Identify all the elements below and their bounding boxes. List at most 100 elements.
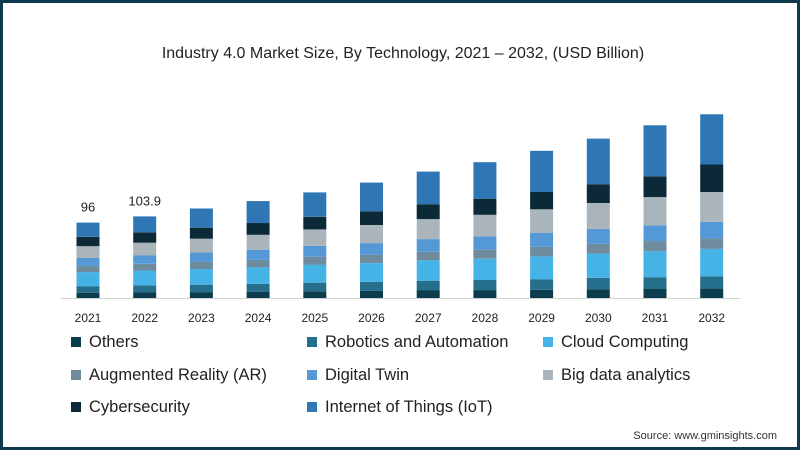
bar-segment-2025-0	[303, 291, 327, 298]
bar-segment-2027-7	[416, 171, 440, 205]
bar-segment-2024-0	[246, 291, 270, 298]
bar-segment-2022-4	[133, 255, 157, 264]
bar-segment-2027-2	[416, 260, 440, 281]
bar-segment-2026-4	[360, 243, 383, 255]
bar-segment-2021-7	[76, 222, 100, 237]
bar-segment-2028-1	[473, 279, 497, 291]
bar-segment-2029-1	[530, 279, 554, 290]
chart-plot: 2021 2022 2023 2024 2025 2026 2027 2028 2029 2030…	[61, 114, 740, 325]
bar-segment-2032-6	[700, 164, 724, 192]
bar-segment-2025-2	[303, 264, 327, 283]
bar-segment-2023-7	[189, 208, 213, 228]
bar-segment-2030-7	[586, 138, 610, 185]
chart-title: Industry 4.0 Market Size, By Technology,…	[161, 45, 645, 62]
bar-segment-2031-6	[643, 176, 667, 198]
bar-segment-2027-4	[416, 239, 440, 252]
x-tick-label-2028: 2028	[472, 311, 499, 325]
bar-segment-2028-6	[473, 198, 497, 215]
bar-segment-2023-1	[189, 284, 213, 293]
bar-segment-2031-7	[643, 125, 667, 177]
bar-segment-2030-5	[586, 203, 610, 229]
bar-segment-2026-2	[360, 263, 383, 282]
bar-segment-2032-2	[700, 248, 724, 277]
bar-segment-2023-5	[189, 238, 213, 253]
bar-segment-2021-0	[76, 292, 100, 298]
x-tick-label-2030: 2030	[585, 311, 612, 325]
bar-segment-2022-6	[133, 232, 157, 243]
bar-segment-2025-4	[303, 245, 327, 257]
bar-segment-2031-1	[643, 277, 667, 289]
bar-segment-2024-2	[246, 267, 270, 284]
bar-segment-2021-2	[76, 272, 100, 287]
bar-segment-2030-4	[586, 228, 610, 244]
x-tick-label-2032: 2032	[698, 311, 725, 325]
bar-segment-2032-4	[700, 221, 724, 239]
bar-segment-2028-3	[473, 249, 497, 259]
bar-segment-2021-6	[76, 236, 100, 247]
bar-segment-2029-6	[530, 192, 554, 210]
bar-segment-2030-3	[586, 243, 610, 254]
bar-segment-2032-0	[700, 288, 724, 298]
bar-segment-2031-2	[643, 251, 667, 278]
bar-segment-2031-3	[643, 241, 667, 252]
bar-segment-2032-3	[700, 238, 724, 249]
bar-segment-2025-3	[303, 256, 327, 265]
bar-segment-2026-6	[360, 211, 383, 225]
bar-segment-2026-5	[360, 225, 383, 244]
bar-segment-2029-5	[530, 209, 554, 233]
bar-segment-2025-1	[303, 282, 327, 292]
bar-segment-2030-6	[586, 184, 610, 203]
bar-segment-2028-7	[473, 162, 497, 199]
bar-segment-2027-3	[416, 251, 440, 261]
bar-segment-2031-0	[643, 289, 667, 298]
x-tick-label-2021: 2021	[75, 311, 102, 325]
bar-segment-2029-2	[530, 256, 554, 280]
bar-segment-2029-3	[530, 247, 554, 257]
bar-segment-2022-1	[133, 285, 157, 293]
x-tick-label-2023: 2023	[188, 311, 215, 325]
bar-segment-2028-2	[473, 258, 497, 280]
bar-segment-2023-3	[189, 261, 213, 269]
bar-segment-2024-7	[246, 201, 270, 224]
data-label-2021: 96	[81, 200, 95, 215]
bar-segment-2032-1	[700, 276, 724, 289]
bar-segment-2022-2	[133, 270, 157, 286]
bar-segment-2023-6	[189, 227, 213, 239]
bar-segment-2028-0	[473, 290, 497, 298]
bar-segment-2027-0	[416, 290, 440, 298]
bar-segment-2024-4	[246, 249, 270, 260]
bar-segment-2024-6	[246, 223, 270, 235]
bar-segment-2024-1	[246, 283, 270, 292]
bar-segment-2026-1	[360, 281, 383, 291]
bar-segment-2025-7	[303, 192, 327, 217]
bar-segment-2024-5	[246, 234, 270, 250]
bar-segment-2023-4	[189, 252, 213, 262]
bar-segment-2031-4	[643, 225, 667, 242]
bar-segment-2031-5	[643, 197, 667, 226]
x-tick-label-2025: 2025	[301, 311, 328, 325]
bar-segment-2029-7	[530, 150, 554, 192]
bar-segment-2026-7	[360, 182, 383, 212]
x-tick-label-2026: 2026	[358, 311, 385, 325]
bar-segment-2024-3	[246, 259, 270, 268]
bar-segment-2021-3	[76, 265, 100, 273]
bar-segment-2028-5	[473, 214, 497, 237]
bar-segment-2026-0	[360, 290, 383, 298]
bar-segment-2032-7	[700, 114, 724, 165]
bar-segment-2022-0	[133, 292, 157, 298]
x-tick-label-2027: 2027	[415, 311, 442, 325]
bar-segment-2030-1	[586, 278, 610, 290]
x-tick-label-2029: 2029	[528, 311, 555, 325]
bar-segment-2022-5	[133, 242, 157, 256]
bar-segment-2027-6	[416, 204, 440, 220]
bar-segment-2023-0	[189, 292, 213, 298]
bar-segment-2022-7	[133, 216, 157, 233]
bar-segment-2030-2	[586, 253, 610, 278]
bar-segment-2021-1	[76, 286, 100, 293]
data-label-2022: 103.9	[128, 193, 161, 208]
bar-segment-2022-3	[133, 263, 157, 271]
bar-segment-2027-5	[416, 219, 440, 240]
x-tick-label-2031: 2031	[642, 311, 669, 325]
bar-segment-2028-4	[473, 236, 497, 250]
